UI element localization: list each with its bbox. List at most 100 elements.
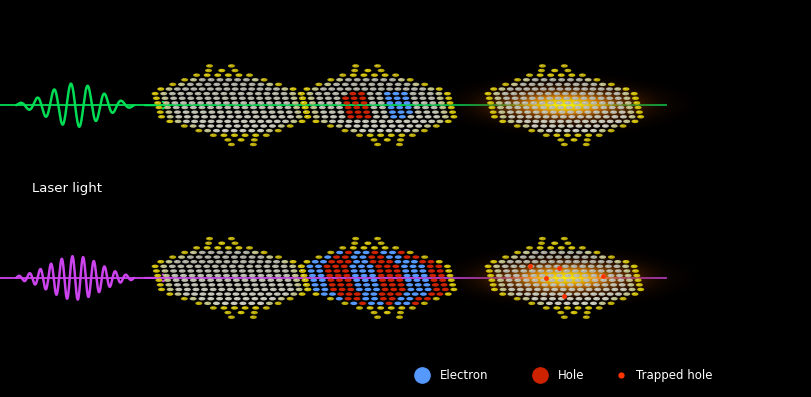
Circle shape	[225, 251, 232, 254]
Circle shape	[200, 298, 202, 299]
Circle shape	[205, 247, 207, 248]
Circle shape	[251, 124, 258, 128]
Circle shape	[556, 138, 564, 142]
Circle shape	[584, 279, 586, 280]
Circle shape	[556, 270, 558, 271]
Circle shape	[197, 97, 200, 98]
Circle shape	[590, 83, 597, 86]
Circle shape	[261, 288, 268, 291]
Circle shape	[510, 83, 517, 86]
Circle shape	[257, 119, 264, 123]
Circle shape	[368, 255, 375, 259]
Circle shape	[182, 79, 185, 80]
Circle shape	[535, 265, 543, 268]
Circle shape	[393, 269, 400, 273]
Circle shape	[398, 312, 400, 313]
Circle shape	[383, 247, 384, 248]
Circle shape	[514, 87, 521, 91]
Circle shape	[171, 270, 174, 271]
Circle shape	[434, 298, 436, 299]
Circle shape	[584, 316, 586, 317]
Circle shape	[191, 292, 198, 296]
Circle shape	[239, 255, 247, 259]
Circle shape	[154, 270, 157, 271]
Circle shape	[250, 102, 252, 103]
Circle shape	[228, 64, 234, 67]
Circle shape	[336, 87, 343, 91]
Circle shape	[266, 83, 272, 86]
Circle shape	[616, 120, 618, 121]
Circle shape	[300, 274, 307, 277]
Circle shape	[266, 261, 268, 262]
Circle shape	[235, 298, 237, 299]
Circle shape	[386, 101, 393, 104]
Circle shape	[229, 265, 236, 268]
Circle shape	[524, 106, 526, 108]
Circle shape	[616, 106, 624, 109]
Circle shape	[520, 93, 522, 94]
Circle shape	[263, 116, 264, 117]
Circle shape	[339, 246, 345, 250]
Circle shape	[293, 102, 295, 103]
Circle shape	[448, 275, 449, 276]
Circle shape	[255, 265, 261, 268]
Circle shape	[343, 101, 350, 104]
Circle shape	[285, 110, 293, 114]
Circle shape	[225, 275, 226, 276]
Circle shape	[226, 79, 229, 80]
Circle shape	[397, 110, 404, 114]
Circle shape	[573, 256, 576, 257]
Circle shape	[286, 124, 294, 128]
Circle shape	[556, 274, 562, 277]
Circle shape	[222, 83, 229, 86]
Circle shape	[161, 269, 169, 273]
Circle shape	[264, 134, 266, 135]
Circle shape	[591, 83, 594, 85]
Circle shape	[609, 110, 616, 114]
Circle shape	[533, 79, 534, 80]
Circle shape	[230, 306, 238, 310]
Circle shape	[590, 261, 592, 262]
Circle shape	[502, 269, 509, 273]
Circle shape	[414, 106, 417, 108]
Circle shape	[328, 119, 336, 123]
Circle shape	[590, 270, 592, 271]
Circle shape	[538, 274, 545, 277]
Circle shape	[298, 269, 306, 273]
Circle shape	[160, 116, 161, 117]
Circle shape	[195, 74, 196, 75]
Circle shape	[281, 292, 289, 296]
Circle shape	[564, 119, 572, 123]
Circle shape	[616, 270, 618, 271]
Circle shape	[259, 102, 260, 103]
Circle shape	[275, 255, 281, 259]
Circle shape	[157, 283, 164, 287]
Circle shape	[437, 101, 444, 104]
Circle shape	[505, 279, 512, 282]
Circle shape	[327, 78, 334, 81]
Circle shape	[247, 269, 254, 273]
Circle shape	[266, 101, 272, 104]
Circle shape	[247, 96, 254, 100]
Circle shape	[544, 92, 551, 95]
Circle shape	[205, 130, 208, 131]
Circle shape	[487, 97, 489, 98]
Circle shape	[271, 116, 273, 117]
Circle shape	[491, 111, 493, 112]
Circle shape	[577, 116, 580, 117]
Circle shape	[522, 87, 530, 91]
Circle shape	[436, 87, 442, 91]
Circle shape	[530, 83, 531, 85]
Circle shape	[168, 116, 170, 117]
Circle shape	[631, 96, 638, 100]
Circle shape	[540, 292, 547, 296]
Circle shape	[324, 255, 331, 259]
Circle shape	[551, 284, 553, 285]
Circle shape	[616, 279, 624, 282]
Circle shape	[256, 260, 263, 264]
Circle shape	[450, 284, 453, 285]
Circle shape	[406, 251, 413, 254]
Circle shape	[566, 251, 573, 254]
Circle shape	[522, 297, 529, 301]
Circle shape	[276, 106, 282, 109]
